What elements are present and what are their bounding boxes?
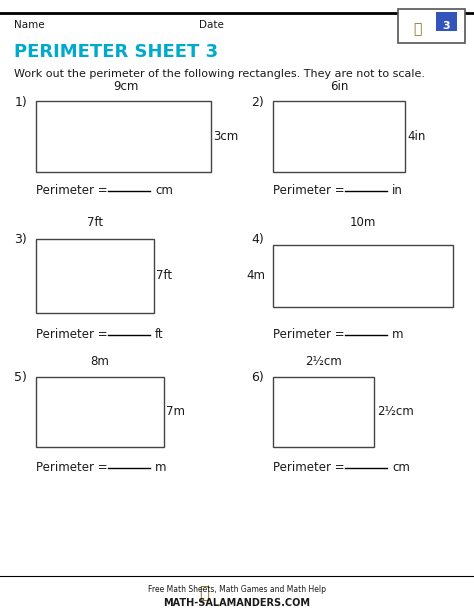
Text: 8m: 8m [90,355,109,368]
Text: 7ft: 7ft [156,269,173,283]
Bar [436,12,457,31]
Text: Perimeter =: Perimeter = [36,461,111,474]
Text: 9cm: 9cm [113,80,138,93]
Text: 2): 2) [251,96,264,109]
Text: cm: cm [392,461,410,474]
Bar [36,101,211,172]
Text: Perimeter =: Perimeter = [273,461,348,474]
Text: 7m: 7m [166,405,185,419]
Text: Work out the perimeter of the following rectangles. They are not to scale.: Work out the perimeter of the following … [14,69,425,78]
Text: m: m [155,461,166,474]
Bar [273,101,405,172]
Text: 4in: 4in [408,129,426,143]
Text: Perimeter =: Perimeter = [36,328,111,341]
Text: m: m [392,328,403,341]
Bar [36,377,164,447]
Text: 3cm: 3cm [213,129,238,143]
Bar [273,245,453,306]
Text: 🦎: 🦎 [199,584,209,601]
Text: in: in [392,184,403,197]
Text: 2½cm: 2½cm [305,355,342,368]
Text: Perimeter =: Perimeter = [36,184,111,197]
Text: 1): 1) [14,96,27,109]
Text: 5): 5) [14,371,27,384]
Text: Perimeter =: Perimeter = [273,184,348,197]
Text: 10m: 10m [349,216,376,229]
Text: Perimeter =: Perimeter = [273,328,348,341]
Bar [273,377,374,447]
Text: 4m: 4m [246,269,265,283]
Text: 6in: 6in [330,80,348,93]
Text: 3): 3) [14,233,27,246]
Text: 4): 4) [251,233,264,246]
Bar [398,9,465,43]
Text: 🦎: 🦎 [413,22,421,36]
Text: PERIMETER SHEET 3: PERIMETER SHEET 3 [14,43,219,61]
Text: 6): 6) [251,371,264,384]
Text: Date: Date [199,20,224,29]
Text: Free Math Sheets, Math Games and Math Help: Free Math Sheets, Math Games and Math He… [148,585,326,595]
Text: MATH-SALAMANDERS.COM: MATH-SALAMANDERS.COM [164,598,310,607]
Text: cm: cm [155,184,173,197]
Text: Name: Name [14,20,45,29]
Text: 2½cm: 2½cm [377,405,414,419]
Text: ft: ft [155,328,164,341]
Text: 7ft: 7ft [87,216,103,229]
Bar [36,239,154,313]
Text: 3: 3 [443,21,450,31]
